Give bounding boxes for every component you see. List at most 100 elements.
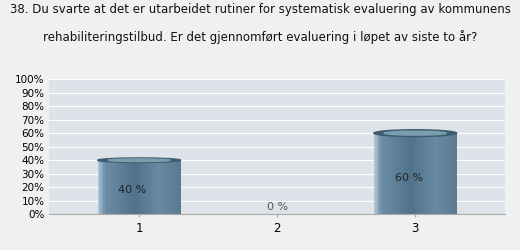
Bar [113, 160, 114, 214]
Bar [98, 160, 99, 214]
Bar [153, 160, 154, 214]
Bar [456, 133, 457, 214]
Bar [404, 133, 406, 214]
Bar [448, 133, 450, 214]
Bar [154, 160, 155, 214]
Bar [102, 160, 103, 214]
Bar [128, 160, 129, 214]
Bar [165, 160, 167, 214]
Bar [432, 133, 433, 214]
Bar [167, 160, 168, 214]
Bar [406, 133, 407, 214]
Bar [110, 160, 111, 214]
Bar [160, 160, 161, 214]
Bar [103, 160, 105, 214]
Bar [444, 133, 446, 214]
Bar [387, 133, 389, 214]
Bar [391, 133, 392, 214]
Bar [399, 133, 400, 214]
Bar [139, 160, 140, 214]
Bar [120, 160, 121, 214]
Bar [179, 160, 180, 214]
Bar [117, 160, 119, 214]
Bar [433, 133, 435, 214]
Bar [397, 133, 399, 214]
Bar [155, 160, 157, 214]
Bar [426, 133, 427, 214]
Bar [403, 133, 404, 214]
Text: 60 %: 60 % [395, 173, 423, 183]
Bar [121, 160, 123, 214]
Bar [415, 133, 417, 214]
Ellipse shape [374, 130, 457, 136]
Bar [452, 133, 454, 214]
Bar [392, 133, 393, 214]
Bar [429, 133, 431, 214]
Bar [142, 160, 143, 214]
Bar [436, 133, 437, 214]
Bar [109, 160, 110, 214]
Bar [380, 133, 381, 214]
Bar [135, 160, 136, 214]
Bar [375, 133, 376, 214]
Bar [150, 160, 151, 214]
Bar [119, 160, 120, 214]
Bar [411, 133, 412, 214]
Bar [381, 133, 382, 214]
Bar [115, 160, 117, 214]
Bar [127, 160, 128, 214]
Bar [114, 160, 115, 214]
Bar [420, 133, 421, 214]
Bar [443, 133, 444, 214]
Bar [418, 133, 420, 214]
Bar [151, 160, 153, 214]
Bar [441, 133, 443, 214]
Bar [138, 160, 139, 214]
Bar [146, 160, 147, 214]
Bar [125, 160, 127, 214]
Bar [425, 133, 426, 214]
Bar [447, 133, 448, 214]
Bar [134, 160, 135, 214]
Bar [378, 133, 380, 214]
Bar [131, 160, 132, 214]
Bar [100, 160, 102, 214]
Bar [149, 160, 150, 214]
Bar [395, 133, 396, 214]
Bar [159, 160, 160, 214]
Bar [107, 160, 109, 214]
Bar [171, 160, 172, 214]
Ellipse shape [384, 131, 446, 135]
Bar [136, 160, 138, 214]
Bar [393, 133, 395, 214]
Bar [161, 160, 163, 214]
Bar [147, 160, 149, 214]
Bar [105, 160, 106, 214]
Bar [172, 160, 174, 214]
Bar [450, 133, 451, 214]
Bar [446, 133, 447, 214]
Bar [164, 160, 165, 214]
Bar [168, 160, 170, 214]
Ellipse shape [98, 158, 180, 162]
Bar [414, 133, 415, 214]
Bar [376, 133, 378, 214]
Bar [140, 160, 142, 214]
Bar [386, 133, 387, 214]
Bar [170, 160, 171, 214]
Bar [422, 133, 423, 214]
Bar [440, 133, 441, 214]
Bar [175, 160, 176, 214]
Bar [143, 160, 145, 214]
Bar [421, 133, 422, 214]
Bar [431, 133, 432, 214]
Bar [176, 160, 178, 214]
Bar [454, 133, 456, 214]
Bar [417, 133, 418, 214]
Bar [174, 160, 175, 214]
Bar [423, 133, 425, 214]
Bar [412, 133, 414, 214]
Bar [400, 133, 401, 214]
Bar [439, 133, 440, 214]
Bar [408, 133, 410, 214]
